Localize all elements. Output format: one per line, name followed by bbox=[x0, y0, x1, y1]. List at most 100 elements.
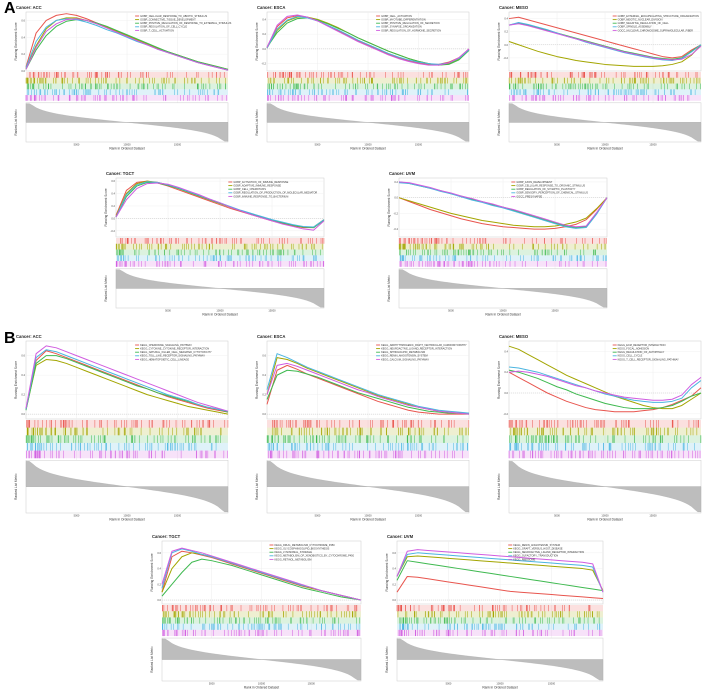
gsea-chart: Cancer: ESCA 0.4 0.2 0.0 -0.2 GOBP_CELL_ACTIV… bbox=[255, 5, 470, 151]
section-label-a: A bbox=[4, 0, 16, 17]
hit-row-5 bbox=[162, 629, 361, 637]
y-tick-label: 0.0 bbox=[394, 196, 398, 200]
hit-row-2 bbox=[267, 77, 469, 84]
legend-label: GOBP_MYOTUBE_DIFFERENTIATION bbox=[381, 19, 426, 22]
hit-marks-5 bbox=[267, 95, 469, 101]
legend-label: KEGG_HEMATOPOIETIC_CELL_LINEAGE bbox=[140, 358, 189, 361]
es-curve-3 bbox=[266, 369, 470, 415]
hit-marks-5 bbox=[508, 450, 701, 459]
hit-row-2 bbox=[267, 427, 469, 436]
x-tick-label: 5000 bbox=[74, 143, 80, 147]
hit-marks-3 bbox=[25, 435, 221, 443]
x-tick-label: 15000 bbox=[551, 309, 559, 313]
hit-marks-2 bbox=[26, 427, 222, 436]
y-tick-label: -0.2 bbox=[394, 211, 399, 215]
es-curve-4 bbox=[266, 15, 470, 65]
y-tick-label: -0.2 bbox=[504, 56, 509, 60]
y-axis-label-rank: Ranked List Metric bbox=[497, 109, 501, 136]
legend-label: GOBP_REGULATION_OF_HORMONE_SECRETION bbox=[381, 29, 441, 32]
hit-row-5 bbox=[509, 450, 701, 459]
hit-row-5 bbox=[397, 629, 603, 637]
y-tick-label: 0.2 bbox=[157, 582, 161, 586]
hit-row-3 bbox=[26, 83, 228, 90]
hit-marks-4 bbox=[27, 89, 220, 96]
x-tick-label: 5000 bbox=[315, 143, 321, 147]
y-axis-label-rank: Ranked List Metric bbox=[14, 109, 18, 136]
hit-row-5 bbox=[267, 95, 469, 101]
gsea-chart: Cancer: TGCT 0.6 0.4 0.2 0.0 -0.2 GOBP_ACTIVAT… bbox=[104, 171, 325, 317]
es-curve-4 bbox=[508, 366, 702, 403]
ranked-list-metric-area bbox=[161, 638, 362, 681]
y-axis-label-rank: Ranked List Metric bbox=[385, 646, 389, 673]
panel-title: Cancer: MESO bbox=[499, 5, 529, 10]
x-axis-label: Rank in Ordered Dataset bbox=[244, 686, 279, 690]
y-tick-label: -0.2 bbox=[111, 229, 116, 233]
y-tick-label: 0.4 bbox=[157, 567, 161, 571]
legend-label: KEGG_T_CELL_RECEPTOR_SIGNALING_PATHWAY bbox=[618, 358, 679, 361]
y-axis-label-es: Running Enrichment Score bbox=[14, 22, 18, 60]
hit-marks-4 bbox=[400, 255, 607, 262]
hit-marks-4 bbox=[117, 255, 317, 262]
x-tick-label: 15000 bbox=[308, 682, 316, 686]
hit-row-4 bbox=[267, 442, 469, 451]
x-axis-label: Rank in Ordered Dataset bbox=[587, 147, 622, 151]
hit-marks-2 bbox=[163, 611, 357, 618]
y-axis-label-rank: Ranked List Metric bbox=[255, 109, 259, 136]
legend-label: KEGG_NEUROACTIVE_LIGAND_RECEPTOR_INTERAC… bbox=[381, 348, 452, 351]
x-tick-label: 5000 bbox=[74, 514, 80, 518]
x-tick-label: 15000 bbox=[174, 143, 182, 147]
y-axis-label-es: Running Enrichment Score bbox=[497, 22, 501, 60]
hit-row-5 bbox=[26, 450, 228, 459]
y-tick-label: -0.2 bbox=[262, 62, 267, 66]
hit-marks-4 bbox=[399, 623, 601, 630]
hit-marks-4 bbox=[162, 623, 360, 630]
legend-label: KEGG_GLYCOSPHINGOLIPID_BIOSYNTHESIS bbox=[274, 548, 329, 551]
x-axis-label: Rank in Ordered Dataset bbox=[485, 313, 520, 317]
y-axis-label-es: Running Enrichment Score bbox=[387, 188, 391, 226]
legend-label: KEGG_CELL_CYCLE bbox=[618, 355, 643, 358]
hit-marks-5 bbox=[115, 261, 325, 267]
es-curve-1 bbox=[508, 16, 702, 59]
gsea-chart: Cancer: UVM 0.2 0.0 -0.2 -0.4 GOBP_AXON_DEVEL… bbox=[387, 171, 608, 317]
x-tick-label: 10000 bbox=[499, 309, 507, 313]
hit-row-5 bbox=[267, 450, 469, 459]
es-curve-4 bbox=[266, 353, 470, 414]
legend-label: GOBP_REGULATION_OF_PRODUCTION_OF_MOLECUL… bbox=[233, 192, 317, 195]
hit-marks-1 bbox=[26, 420, 229, 428]
hit-row-4 bbox=[26, 442, 228, 451]
ranked-list-metric-area bbox=[266, 103, 470, 142]
hit-row-1 bbox=[397, 605, 603, 612]
y-tick-label: 0.0 bbox=[262, 412, 266, 416]
hit-row-1 bbox=[116, 238, 324, 244]
legend-label: GOBP_SYNAPSE_ORGANIZATION bbox=[381, 26, 422, 29]
gsea-panel-6: Cancer: ACC 0.6 0.4 0.2 0.0 KEGG_CHEMOKINE_SI… bbox=[14, 333, 232, 525]
y-tick-label: -0.2 bbox=[504, 412, 509, 416]
gsea-chart: Cancer: MESO 0.4 0.2 0.0 -0.2 GOBP_EXTERNAL_E… bbox=[497, 5, 702, 151]
y-tick-label: 0.2 bbox=[262, 393, 266, 397]
y-tick-label: 0.4 bbox=[504, 17, 508, 21]
hit-marks-1 bbox=[398, 238, 607, 244]
hit-marks-2 bbox=[397, 611, 600, 618]
hit-row-2 bbox=[399, 243, 607, 250]
legend-label: GOBP_REGULATION_OF_CELL_CYCLE bbox=[140, 26, 187, 29]
y-tick-label: 0.2 bbox=[392, 582, 396, 586]
legend-label: KEGG_RIBOSOME bbox=[513, 558, 535, 561]
legend-label: GOBP_CELLULAR_RESPONSE_TO_ABIOTIC_STIMUL… bbox=[140, 15, 207, 18]
es-curve-1 bbox=[396, 575, 604, 599]
gsea-panel-7: Cancer: ESCA 0.6 0.4 0.2 0.0 KEGG_ARRHYTHMOGE… bbox=[255, 333, 473, 525]
hit-marks-2 bbox=[508, 77, 701, 84]
hit-row-3 bbox=[26, 435, 228, 443]
hit-row-3 bbox=[397, 617, 603, 624]
panel-title: Cancer: TGCT bbox=[152, 534, 181, 539]
legend-label: KEGG_LYSOSOMAL_STORAGE bbox=[274, 551, 312, 554]
hit-marks-3 bbox=[162, 617, 360, 624]
legend-label: KEGG_CHEMOKINE_SIGNALING_PATHWAY bbox=[140, 344, 192, 347]
es-curve-2 bbox=[398, 197, 608, 228]
es-curve-4 bbox=[398, 182, 608, 229]
hit-marks-5 bbox=[398, 629, 602, 637]
gsea-panel-8: Cancer: MESO 0.4 0.2 0.0 -0.2 KEGG_ECM_RECEPT… bbox=[497, 333, 705, 525]
es-curve-1 bbox=[508, 371, 702, 413]
legend-label: GOBP_POSITIVE_REGULATION_OF_SECRETION bbox=[381, 22, 440, 25]
hit-marks-4 bbox=[511, 89, 696, 96]
legend-label: KEGG_GRAFT_VERSUS_HOST_DISEASE bbox=[513, 548, 563, 551]
